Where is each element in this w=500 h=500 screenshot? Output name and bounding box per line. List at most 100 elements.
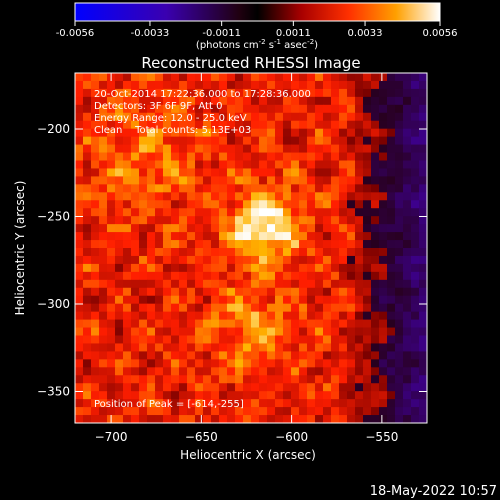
- heatmap-cell: [187, 104, 196, 114]
- heatmap-cell: [195, 160, 204, 169]
- heatmap-cell: [395, 176, 404, 185]
- heatmap-cell: [179, 263, 188, 273]
- heatmap-cell: [91, 184, 100, 193]
- heatmap-cell: [171, 327, 180, 336]
- heatmap-cell: [115, 383, 124, 392]
- heatmap-cell: [339, 399, 348, 408]
- heatmap-cell: [163, 200, 172, 209]
- heatmap-cell: [107, 303, 116, 313]
- heatmap-cell: [347, 319, 356, 328]
- heatmap-cell: [267, 263, 276, 273]
- heatmap-cell: [395, 391, 404, 400]
- heatmap-cell: [291, 160, 300, 169]
- heatmap-cell: [235, 415, 244, 423]
- heatmap-cell: [211, 152, 220, 161]
- heatmap-cell: [139, 80, 148, 90]
- heatmap-cell: [419, 104, 427, 114]
- heatmap-cell: [123, 295, 132, 305]
- heatmap-cell: [339, 168, 348, 177]
- heatmap-cell: [323, 287, 332, 297]
- heatmap-cell: [331, 359, 340, 368]
- heatmap-cell: [235, 73, 244, 82]
- heatmap-cell: [123, 367, 132, 376]
- heatmap-cell: [115, 303, 124, 313]
- heatmap-cell: [371, 248, 380, 257]
- heatmap-cell: [411, 248, 420, 257]
- heatmap-cell: [203, 351, 212, 360]
- heatmap-cell: [219, 303, 228, 313]
- heatmap-cell: [203, 200, 212, 209]
- heatmap-cell: [363, 136, 372, 145]
- heatmap-cell: [347, 160, 356, 169]
- heatmap-cell: [339, 184, 348, 193]
- heatmap-cell: [395, 160, 404, 169]
- heatmap-cell: [155, 232, 164, 241]
- heatmap-cell: [411, 359, 420, 368]
- heatmap-cell: [203, 73, 212, 82]
- heatmap-cell: [323, 263, 332, 273]
- heatmap-cell: [387, 176, 396, 185]
- heatmap-cell: [83, 335, 92, 344]
- heatmap-cell: [339, 319, 348, 328]
- heatmap-cell: [379, 208, 388, 217]
- heatmap-cell: [379, 287, 388, 297]
- heatmap-cell: [323, 144, 332, 153]
- heatmap-cell: [163, 383, 172, 392]
- heatmap-cell: [419, 136, 427, 145]
- heatmap-cell: [83, 200, 92, 209]
- heatmap-cell: [315, 415, 324, 423]
- heatmap-cell: [131, 415, 140, 423]
- heatmap-cell: [163, 359, 172, 368]
- heatmap-cell: [403, 104, 412, 114]
- heatmap-cell: [355, 279, 364, 289]
- heatmap-cell: [195, 335, 204, 344]
- heatmap-cell: [387, 232, 396, 241]
- heatmap-cell: [363, 200, 372, 209]
- heatmap-cell: [219, 271, 228, 281]
- heatmap-cell: [283, 271, 292, 281]
- heatmap-cell: [259, 375, 268, 384]
- heatmap-cell: [355, 351, 364, 360]
- heatmap-cell: [259, 88, 268, 98]
- heatmap-cell: [323, 232, 332, 241]
- heatmap-cell: [99, 415, 108, 423]
- heatmap-cell: [355, 319, 364, 328]
- heatmap-cell: [347, 255, 356, 265]
- heatmap-cell: [259, 96, 268, 106]
- heatmap-cell: [419, 176, 427, 185]
- heatmap-cell: [195, 399, 204, 408]
- heatmap-cell: [339, 343, 348, 352]
- heatmap-cell: [179, 224, 188, 233]
- heatmap-cell: [291, 311, 300, 320]
- heatmap-cell: [243, 263, 252, 273]
- heatmap-cell: [171, 343, 180, 352]
- heatmap-cell: [187, 327, 196, 336]
- heatmap-cell: [323, 351, 332, 360]
- heatmap-cell: [331, 232, 340, 241]
- heatmap-cell: [323, 359, 332, 368]
- heatmap-cell: [395, 184, 404, 193]
- heatmap-cell: [411, 375, 420, 384]
- heatmap-cell: [379, 88, 388, 98]
- heatmap-cell: [219, 224, 228, 233]
- heatmap-cell: [147, 383, 156, 392]
- heatmap-cell: [123, 415, 132, 423]
- heatmap-cell: [115, 184, 124, 193]
- heatmap-cell: [339, 383, 348, 392]
- heatmap-cell: [163, 311, 172, 320]
- heatmap-cell: [219, 335, 228, 344]
- heatmap-cell: [187, 144, 196, 153]
- heatmap-cell: [187, 263, 196, 273]
- heatmap-cell: [91, 271, 100, 281]
- heatmap-cell: [379, 248, 388, 257]
- heatmap-cell: [323, 96, 332, 106]
- heatmap-cell: [187, 383, 196, 392]
- heatmap-cell: [299, 176, 308, 185]
- heatmap-cell: [299, 104, 308, 114]
- heatmap-cell: [163, 295, 172, 305]
- colorbar-tick-label: 0.0033: [348, 28, 383, 39]
- heatmap-cell: [203, 303, 212, 313]
- heatmap-cell: [259, 192, 268, 201]
- heatmap-cell: [315, 144, 324, 153]
- heatmap-cell: [147, 359, 156, 368]
